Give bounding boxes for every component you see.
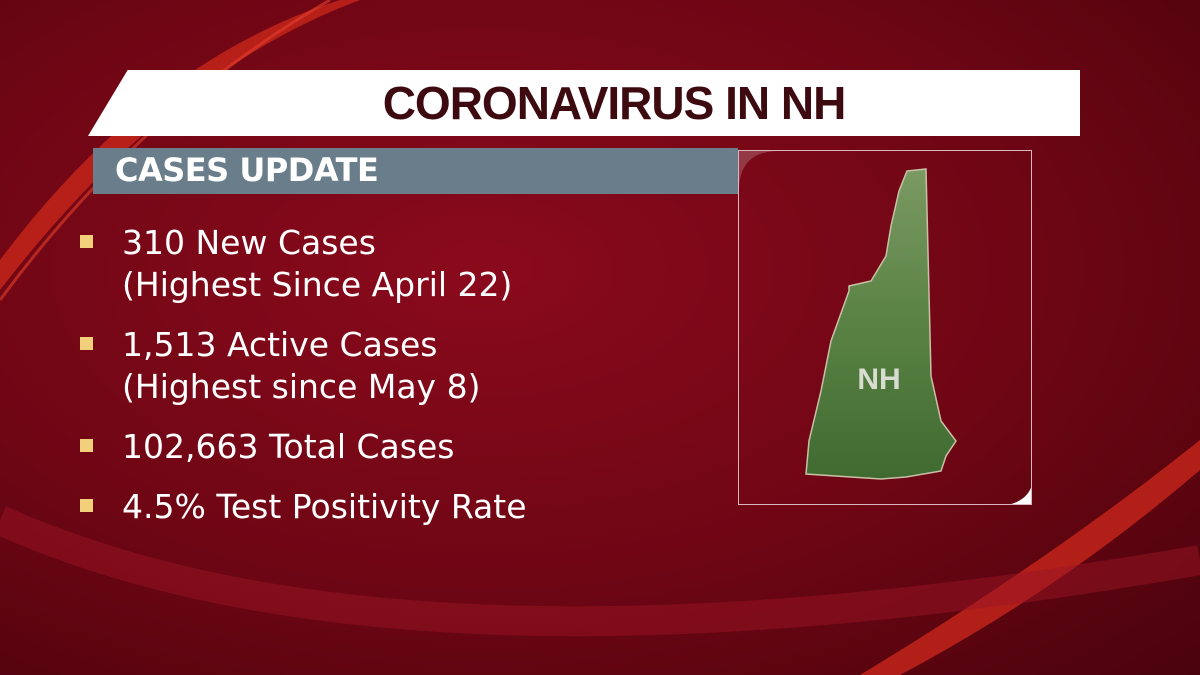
subheader-bar: CASES UPDATE bbox=[93, 148, 738, 194]
new-hampshire-map-icon: NH bbox=[739, 151, 1031, 504]
page-title: CORONAVIRUS IN NH bbox=[382, 77, 847, 129]
map-panel: NH bbox=[738, 150, 1032, 505]
bullet-text: 310 New Cases bbox=[122, 223, 376, 262]
bullet-text: 4.5% Test Positivity Rate bbox=[122, 487, 527, 526]
bullet-text: 102,663 Total Cases bbox=[122, 427, 455, 466]
bullet-text: 1,513 Active Cases bbox=[122, 325, 438, 364]
bullet-positivity-rate: 4.5% Test Positivity Rate bbox=[80, 486, 720, 528]
bullet-square-icon bbox=[80, 235, 93, 248]
title-bar: CORONAVIRUS IN NH bbox=[88, 70, 1080, 136]
bullet-square-icon bbox=[80, 439, 93, 452]
map-label: NH bbox=[857, 363, 900, 396]
subheader-label: CASES UPDATE bbox=[115, 151, 379, 189]
bullet-active-cases: 1,513 Active Cases (Highest since May 8) bbox=[80, 324, 720, 408]
bullet-new-cases: 310 New Cases (Highest Since April 22) bbox=[80, 222, 720, 306]
bullet-total-cases: 102,663 Total Cases bbox=[80, 426, 720, 468]
bullet-square-icon bbox=[80, 337, 93, 350]
bullet-subtext: (Highest Since April 22) bbox=[122, 265, 513, 304]
bullet-subtext: (Highest since May 8) bbox=[122, 367, 481, 406]
bullet-square-icon bbox=[80, 499, 93, 512]
bullet-list: 310 New Cases (Highest Since April 22) 1… bbox=[80, 222, 720, 546]
